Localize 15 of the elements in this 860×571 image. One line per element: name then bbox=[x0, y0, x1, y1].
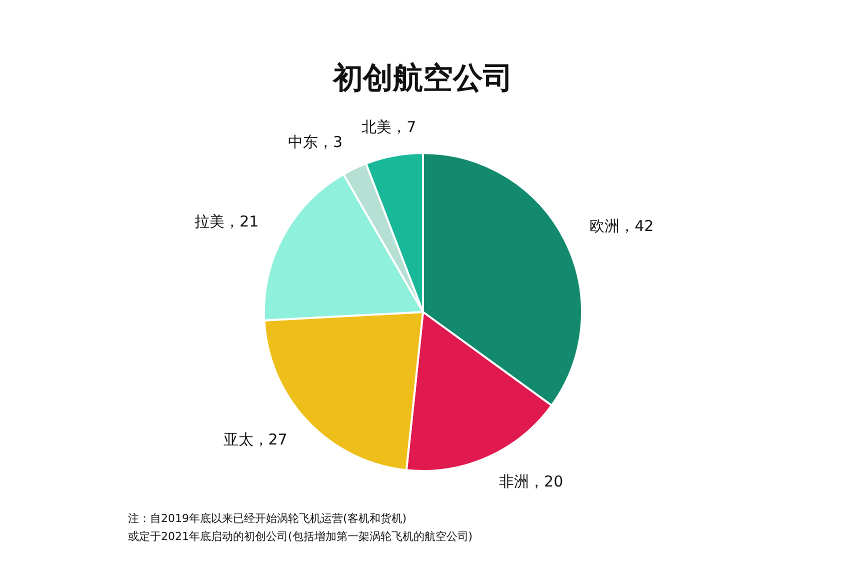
data-label: ，3 bbox=[318, 133, 342, 152]
text: 或定于2021年底启动的初创公司(包括增加第一架涡轮飞机的航空公司) bbox=[128, 530, 473, 543]
slice-label: 非洲 bbox=[499, 472, 530, 491]
data-label: ，7 bbox=[392, 118, 416, 136]
slice-label: 北美 bbox=[362, 118, 392, 136]
chart-title: 初创航空公司 bbox=[332, 60, 513, 96]
text: 注：自2019年底以来已经开始涡轮飞机运营(客机和货机) bbox=[128, 512, 407, 525]
slice-label: 中东 bbox=[288, 133, 318, 152]
data-label: ，21 bbox=[224, 212, 259, 231]
data-label: ，42 bbox=[620, 216, 654, 235]
slice-label: 拉美 bbox=[194, 212, 225, 231]
data-label: ，20 bbox=[529, 472, 564, 491]
slice-label: 亚太 bbox=[223, 430, 254, 449]
slice-label: 欧洲 bbox=[590, 216, 620, 235]
data-label: ，27 bbox=[253, 430, 288, 449]
